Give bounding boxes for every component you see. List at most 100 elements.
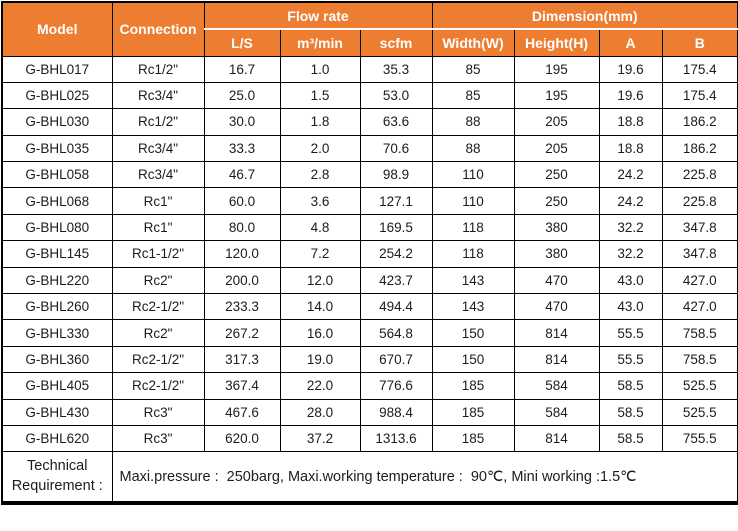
table-cell: 32.2 — [598, 213, 663, 242]
table-cell: 427.0 — [661, 266, 738, 295]
table-cell: 347.8 — [661, 240, 738, 268]
table-cell: G-BHL145 — [1, 240, 113, 268]
table-cell: 43.0 — [598, 266, 663, 295]
table-cell: 4.8 — [279, 213, 361, 242]
table-row: G-BHL360 Rc2-1/2" 317.3 19.0 670.7 150 814 55.5… — [1, 345, 738, 374]
table-cell: 525.5 — [661, 398, 738, 426]
table-cell: 70.6 — [359, 134, 433, 163]
table-cell: 195 — [513, 55, 600, 83]
table-cell: Rc1" — [111, 213, 205, 242]
table-cell: 58.5 — [598, 398, 663, 426]
table-cell: 1.8 — [279, 108, 361, 136]
table-cell: 88 — [431, 134, 515, 163]
table-row: G-BHL330 Rc2" 267.2 16.0 564.8 150 814 55.5 758.… — [1, 319, 738, 347]
table-cell: 186.2 — [661, 134, 738, 163]
col-group-dimension: Dimension(mm) — [431, 1, 738, 30]
col-header-m3min: m³/min — [279, 28, 361, 57]
table-cell: 53.0 — [359, 81, 433, 110]
table-cell: 427.0 — [661, 293, 738, 321]
table-cell: G-BHL220 — [1, 266, 113, 295]
table-cell: 19.6 — [598, 55, 663, 83]
table-cell: 22.0 — [279, 372, 361, 400]
table-cell: 380 — [513, 213, 600, 242]
table-cell: 380 — [513, 240, 600, 268]
table-cell: 758.5 — [661, 345, 738, 374]
table-cell: 16.7 — [203, 55, 281, 83]
table-cell: Rc1-1/2" — [111, 240, 205, 268]
table-row: G-BHL080 Rc1" 80.0 4.8 169.5 118 380 32.2 347.8 — [1, 213, 738, 242]
table-cell: 254.2 — [359, 240, 433, 268]
table-cell: 63.6 — [359, 108, 433, 136]
table-cell: 37.2 — [279, 424, 361, 453]
table-cell: 423.7 — [359, 266, 433, 295]
table-cell: 367.4 — [203, 372, 281, 400]
table-cell: 46.7 — [203, 161, 281, 189]
table-cell: Rc3/4" — [111, 81, 205, 110]
table-cell: Rc2-1/2" — [111, 293, 205, 321]
table-cell: 185 — [431, 398, 515, 426]
table-cell: 175.4 — [661, 81, 738, 110]
table-cell: 12.0 — [279, 266, 361, 295]
table-cell: 110 — [431, 187, 515, 215]
table-cell: 85 — [431, 55, 515, 83]
table-cell: G-BHL035 — [1, 134, 113, 163]
technical-requirement-text: Maxi.pressure : 250barg, Maxi.working te… — [111, 451, 738, 504]
table-cell: 1.5 — [279, 81, 361, 110]
col-header-width: Width(W) — [431, 28, 515, 57]
header-sub-row: L/S m³/min scfm Width(W) Height(H) A B — [2, 28, 738, 57]
table-cell: 317.3 — [203, 345, 281, 374]
table-row: G-BHL260 Rc2-1/2" 233.3 14.0 494.4 143 470 43.0… — [1, 293, 738, 321]
table-cell: G-BHL405 — [1, 372, 113, 400]
table-header: Model Connection Flow rate Dimension(mm)… — [1, 1, 738, 57]
table-cell: 814 — [513, 319, 600, 347]
table-cell: 467.6 — [203, 398, 281, 426]
table-cell: 35.3 — [359, 55, 433, 83]
table-row: G-BHL145 Rc1-1/2" 120.0 7.2 254.2 118 380 32.2 3… — [1, 240, 738, 268]
table-cell: 14.0 — [279, 293, 361, 321]
table-cell: 250 — [513, 187, 600, 215]
table-cell: G-BHL017 — [1, 55, 113, 83]
table-cell: 205 — [513, 134, 600, 163]
table-cell: 18.8 — [598, 108, 663, 136]
table-row: G-BHL017 Rc1/2" 16.7 1.0 35.3 85 195 19.6 175.4 — [1, 55, 738, 83]
table-row: G-BHL430 Rc3" 467.6 28.0 988.4 185 584 58.5 525.… — [1, 398, 738, 426]
col-header-connection: Connection — [111, 1, 205, 57]
table-cell: 80.0 — [203, 213, 281, 242]
table-cell: 185 — [431, 372, 515, 400]
table-cell: 670.7 — [359, 345, 433, 374]
table-cell: 494.4 — [359, 293, 433, 321]
table-cell: 127.1 — [359, 187, 433, 215]
table-cell: 88 — [431, 108, 515, 136]
table-cell: 19.6 — [598, 81, 663, 110]
table-cell: 2.8 — [279, 161, 361, 189]
table-cell: 150 — [431, 345, 515, 374]
col-group-flow-rate: Flow rate — [203, 1, 433, 30]
table-cell: 58.5 — [598, 372, 663, 400]
table-cell: 28.0 — [279, 398, 361, 426]
table-cell: 205 — [513, 108, 600, 136]
table-cell: 347.8 — [661, 213, 738, 242]
table-cell: 755.5 — [661, 424, 738, 453]
table-row: G-BHL068 Rc1" 60.0 3.6 127.1 110 250 24.2 225.8 — [1, 187, 738, 215]
table-cell: 19.0 — [279, 345, 361, 374]
table-cell: 55.5 — [598, 319, 663, 347]
table-cell: Rc1/2" — [111, 55, 205, 83]
table-cell: 814 — [513, 345, 600, 374]
table-row: G-BHL058 Rc3/4" 46.7 2.8 98.9 110 250 24.2 225.8 — [1, 161, 738, 189]
spec-table: Model Connection Flow rate Dimension(mm)… — [1, 1, 738, 505]
table-row: G-BHL620 Rc3" 620.0 37.2 1313.6 185 814 58.5 755… — [1, 424, 738, 453]
table-cell: Rc2-1/2" — [111, 345, 205, 374]
header-group-row: Model Connection Flow rate Dimension(mm) — [1, 1, 738, 57]
col-header-height: Height(H) — [513, 28, 600, 57]
table-row: G-BHL405 Rc2-1/2" 367.4 22.0 776.6 185 584 58.5… — [1, 372, 738, 400]
table-cell: 98.9 — [359, 161, 433, 189]
table-cell: 620.0 — [203, 424, 281, 453]
table-cell: 988.4 — [359, 398, 433, 426]
table-cell: G-BHL068 — [1, 187, 113, 215]
table-cell: 143 — [431, 266, 515, 295]
table-row: G-BHL025 Rc3/4" 25.0 1.5 53.0 85 195 19.6 175.4 — [1, 81, 738, 110]
table-cell: 150 — [431, 319, 515, 347]
table-cell: Rc3" — [111, 424, 205, 453]
table-cell: Rc2-1/2" — [111, 372, 205, 400]
